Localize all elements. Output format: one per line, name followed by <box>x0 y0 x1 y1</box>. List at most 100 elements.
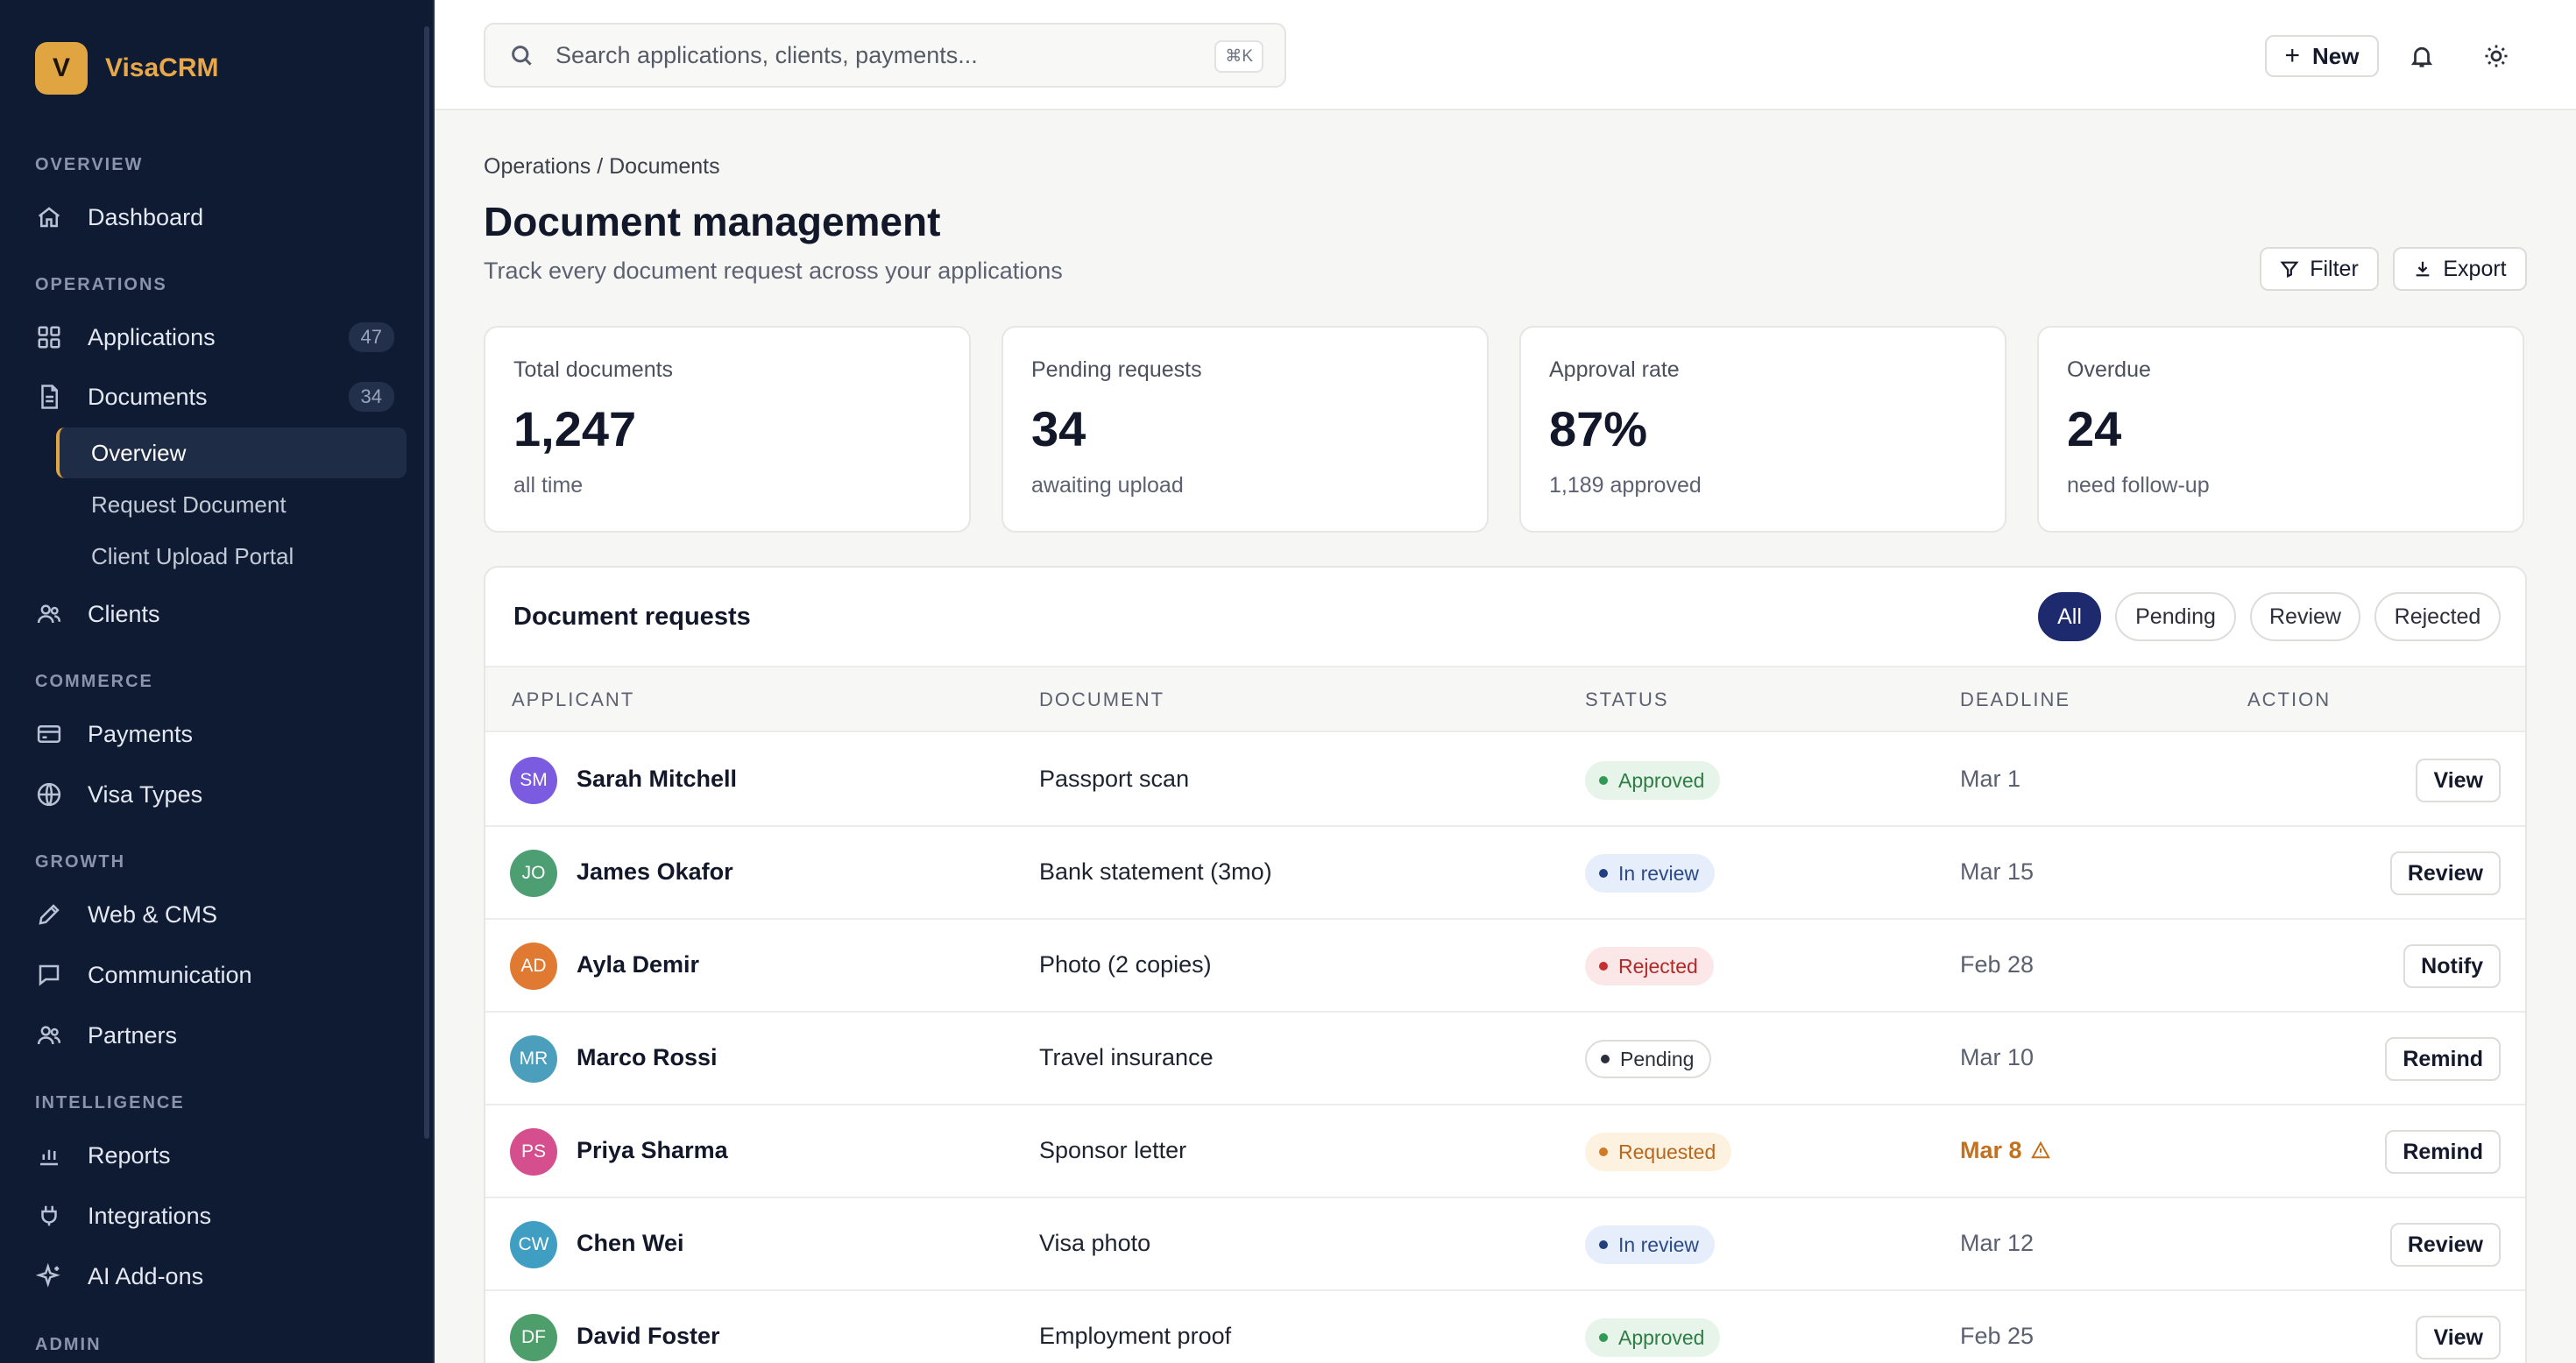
table-row[interactable]: JO James Okafor Bank statement (3mo) In rev… <box>485 827 2525 920</box>
avatar: SM <box>510 757 557 804</box>
section-growth: GROWTH <box>35 852 126 872</box>
filter-pill-all[interactable]: All <box>2038 592 2101 641</box>
subnav-client-upload-portal[interactable]: Client Upload Portal <box>91 542 294 569</box>
sidebar-item-ai-add-ons[interactable]: AI Add-ons <box>35 1252 407 1301</box>
row-action-button[interactable]: Notify <box>2403 944 2501 988</box>
theme-toggle-sun-icon[interactable] <box>2477 37 2516 75</box>
section-commerce: COMMERCE <box>35 672 153 691</box>
users-icon <box>35 600 63 628</box>
row-action-button[interactable]: Remind <box>2385 1037 2501 1081</box>
stat-note: all time <box>513 473 584 498</box>
filter-pill-rejected[interactable]: Rejected <box>2374 592 2501 641</box>
globe-icon <box>35 780 63 809</box>
section-intelligence: INTELLIGENCE <box>35 1093 185 1112</box>
document-name: Travel insurance <box>1039 1044 1214 1070</box>
column-header-status[interactable]: STATUS <box>1585 689 1669 710</box>
sidebar-item-payments[interactable]: Payments <box>35 710 407 759</box>
table-row[interactable]: MR Marco Rossi Travel insurance Pending Mar … <box>485 1013 2525 1105</box>
table-row[interactable]: DF David Foster Employment proof Approved Fe… <box>485 1291 2525 1363</box>
status-dot <box>1599 776 1608 785</box>
avatar: DF <box>510 1314 557 1361</box>
stat-label: Overdue <box>2067 357 2151 382</box>
status-label: In review <box>1618 861 1700 885</box>
applicant-name[interactable]: James Okafor <box>577 858 733 885</box>
sidebar-item-communication[interactable]: Communication <box>35 950 407 999</box>
document-name: Bank statement (3mo) <box>1039 858 1272 885</box>
stat-value: 87% <box>1549 401 1648 456</box>
stat-card-overdue: Overdue 24 need follow-up <box>2037 326 2524 533</box>
applicant-name[interactable]: Priya Sharma <box>577 1137 728 1163</box>
filter-icon <box>2280 261 2299 279</box>
status-label: Approved <box>1618 1325 1705 1349</box>
avatar: AD <box>510 943 557 990</box>
sidebar-item-partners[interactable]: Partners <box>35 1011 407 1060</box>
avatar: PS <box>510 1128 557 1176</box>
brand[interactable]: V VisaCRM <box>35 42 219 95</box>
stat-card-approval-rate: Approval rate 87% 1,189 approved <box>1519 326 2006 533</box>
plus-icon: + <box>2284 41 2301 70</box>
search-icon <box>512 46 532 66</box>
avatar: CW <box>510 1221 557 1268</box>
sidebar-item-web-cms[interactable]: Web & CMS <box>35 890 407 939</box>
status-dot <box>1599 962 1608 971</box>
sidebar-item-dashboard[interactable]: Dashboard <box>35 193 407 242</box>
table-row[interactable]: SM Sarah Mitchell Passport scan Approved Mar… <box>485 734 2525 827</box>
home-icon <box>35 203 63 231</box>
column-header-applicant[interactable]: APPLICANT <box>512 689 635 710</box>
new-button[interactable]: + New <box>2265 35 2379 77</box>
export-button[interactable]: Export <box>2393 247 2527 291</box>
brand-name: VisaCRM <box>105 53 219 82</box>
row-action-button[interactable]: View <box>2416 759 2501 802</box>
sidebar-item-clients[interactable]: Clients <box>35 590 407 639</box>
sidebar-scrollbar[interactable] <box>424 26 429 1139</box>
subnav-overview[interactable]: Overview <box>56 427 407 478</box>
sidebar-item-applications[interactable]: Applications 47 <box>35 313 407 362</box>
sidebar-item-reports[interactable]: Reports <box>35 1131 407 1180</box>
sidebar-item-label: Clients <box>88 600 160 627</box>
status-badge: Pending <box>1585 1040 1712 1078</box>
status-label: Approved <box>1618 768 1705 792</box>
status-badge: Rejected <box>1585 947 1714 985</box>
column-header-document[interactable]: DOCUMENT <box>1039 689 1165 710</box>
document-name: Employment proof <box>1039 1323 1232 1349</box>
sidebar-item-label: Reports <box>88 1141 171 1169</box>
sidebar-item-visa-types[interactable]: Visa Types <box>35 770 407 819</box>
row-action-button[interactable]: Review <box>2389 851 2501 895</box>
subnav-request-document[interactable]: Request Document <box>91 491 287 518</box>
table-row[interactable]: PS Priya Sharma Sponsor letter Requested Mar… <box>485 1105 2525 1198</box>
applicant-name[interactable]: Ayla Demir <box>577 951 700 978</box>
page-title: Document management <box>484 199 941 244</box>
row-action-button[interactable]: Review <box>2389 1223 2501 1267</box>
column-header-deadline[interactable]: DEADLINE <box>1960 689 2071 710</box>
search-input[interactable]: Search applications, clients, payments..… <box>484 23 1286 88</box>
column-header-action: ACTION <box>2247 689 2332 710</box>
status-label: Rejected <box>1618 954 1698 978</box>
sidebar-item-label: AI Add-ons <box>88 1262 204 1289</box>
status-dot <box>1599 869 1608 878</box>
sparkle-icon <box>35 1262 63 1290</box>
row-action-button[interactable]: Remind <box>2385 1130 2501 1174</box>
applicant-name[interactable]: Sarah Mitchell <box>577 766 738 792</box>
bell-icon[interactable] <box>2403 37 2441 75</box>
sidebar-item-documents[interactable]: Documents 34 <box>35 372 407 421</box>
brand-logo: V <box>35 42 88 95</box>
sidebar-item-label: Dashboard <box>88 203 204 230</box>
applicant-name[interactable]: Chen Wei <box>577 1230 684 1256</box>
section-overview: OVERVIEW <box>35 155 144 174</box>
sidebar-item-label: Partners <box>88 1021 178 1049</box>
status-dot <box>1601 1055 1610 1063</box>
filter-pill-review[interactable]: Review <box>2250 592 2360 641</box>
row-action-button[interactable]: View <box>2416 1316 2501 1359</box>
stat-label: Pending requests <box>1031 357 1202 382</box>
applicant-name[interactable]: David Foster <box>577 1323 720 1349</box>
filter-pill-pending[interactable]: Pending <box>2115 592 2236 641</box>
table-row[interactable]: AD Ayla Demir Photo (2 copies) Rejected Feb … <box>485 920 2525 1013</box>
sidebar-item-integrations[interactable]: Integrations <box>35 1191 407 1240</box>
table-row[interactable]: CW Chen Wei Visa photo In review Mar 12 Revie… <box>485 1198 2525 1291</box>
filter-button[interactable]: Filter <box>2260 247 2379 291</box>
applicant-name[interactable]: Marco Rossi <box>577 1044 718 1070</box>
applications-count-badge: 47 <box>348 322 394 352</box>
document-icon <box>35 383 63 411</box>
stat-value: 24 <box>2067 401 2122 456</box>
filter-button-label: Filter <box>2310 256 2359 281</box>
